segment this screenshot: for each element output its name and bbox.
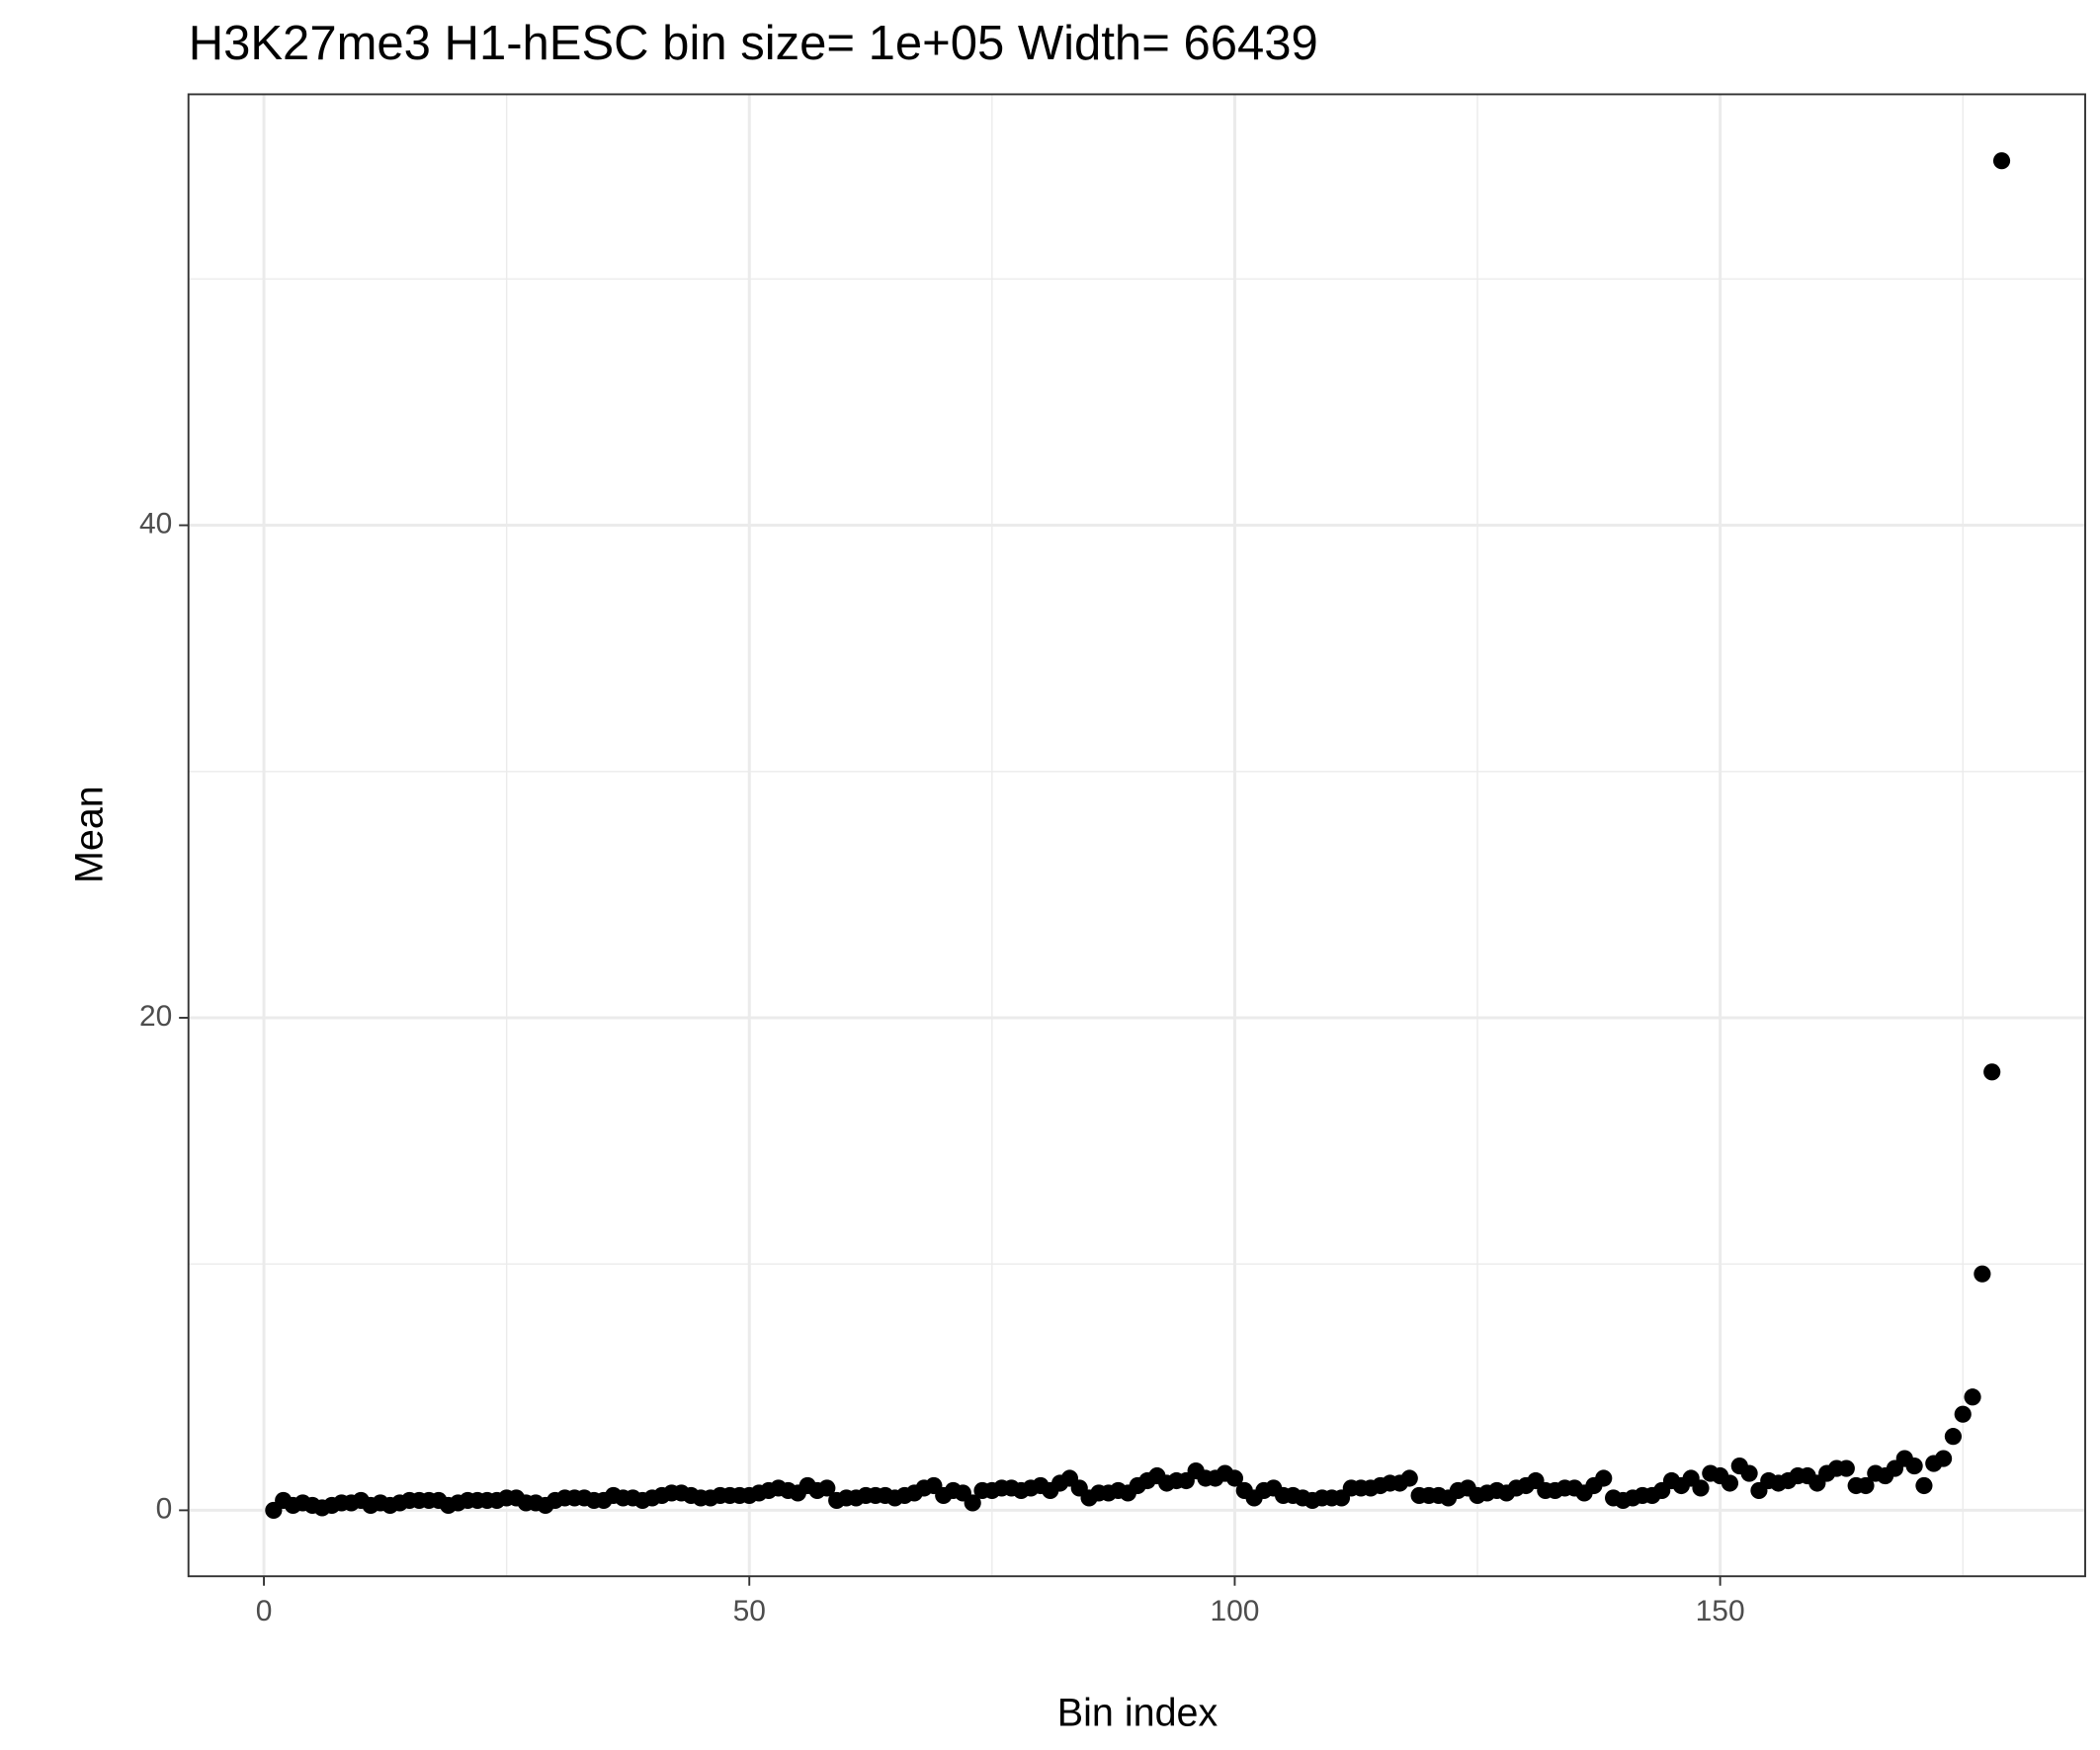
point (1964, 1388, 1981, 1406)
point (1935, 1450, 1953, 1467)
x-tick-label: 150 (1696, 1595, 1745, 1627)
point (1944, 1428, 1962, 1446)
point (964, 1494, 981, 1512)
chart-title: H3K27me3 H1-hESC bin size= 1e+05 Width= … (189, 17, 1318, 70)
panel-border (187, 93, 2086, 1578)
point (1915, 1476, 1933, 1495)
y-tick-label: 0 (156, 1492, 173, 1525)
x-axis-title: Bin index (1057, 1691, 1218, 1734)
point (1974, 1265, 1991, 1283)
point (1595, 1469, 1613, 1487)
axes: 0 50 100 150 0 20 40 (139, 507, 1745, 1626)
point (1740, 1464, 1758, 1482)
x-tick-label: 50 (733, 1595, 766, 1627)
point (1721, 1474, 1739, 1492)
point (1983, 1063, 2001, 1081)
point (1692, 1479, 1710, 1497)
grid (188, 94, 2086, 1577)
point (1954, 1405, 1972, 1423)
x-tick-label: 100 (1210, 1595, 1259, 1627)
point (1225, 1469, 1244, 1487)
point (1857, 1476, 1875, 1495)
point (1905, 1457, 1923, 1475)
point (1400, 1469, 1418, 1487)
points (265, 152, 2011, 1519)
y-tick-label: 20 (139, 1000, 172, 1033)
y-tick-label: 40 (139, 507, 172, 540)
point (818, 1479, 836, 1497)
point (1992, 152, 2011, 170)
x-tick-label: 0 (256, 1595, 273, 1627)
y-axis-title: Mean (68, 786, 112, 883)
point (1837, 1459, 1855, 1477)
